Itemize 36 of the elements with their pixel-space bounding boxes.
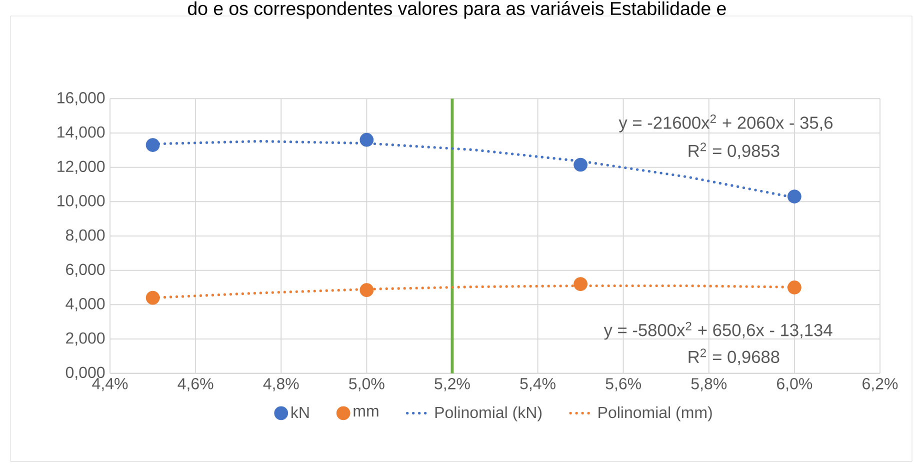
x-tick-label: 6,0% xyxy=(777,378,812,392)
point xyxy=(146,290,160,305)
x-tick-label: 5,8% xyxy=(691,378,727,392)
y-tick-label: 8,000 xyxy=(66,229,105,243)
x-tick-label: 5,6% xyxy=(606,378,641,392)
x-tick-label: 6,2% xyxy=(862,378,898,392)
legend-label: Polinomial (kN) xyxy=(435,406,542,422)
y-tick-label: 2,000 xyxy=(66,332,105,346)
annotation: y = -5800x$^{2}$ + 650,6x - 13,134 xyxy=(604,322,832,340)
y-tick-label: 16,000 xyxy=(58,92,105,106)
x-tick-label: 5,2% xyxy=(434,378,470,392)
y-tick-label: 14,000 xyxy=(58,126,105,140)
point xyxy=(788,280,802,294)
legend-label: Polinomial (mm) xyxy=(598,406,712,422)
y-tick-label: 4,000 xyxy=(66,298,105,312)
point xyxy=(788,190,802,204)
x-tick-label: 4,4% xyxy=(92,378,128,392)
point xyxy=(360,132,374,147)
y-tick-label: 6,000 xyxy=(66,264,105,277)
x-tick-label: 5,4% xyxy=(520,378,556,392)
y-tick-label: 12,000 xyxy=(58,160,105,174)
legend-label: kN xyxy=(292,406,309,418)
annotation: R$^{2}$ = 0,9688 xyxy=(688,348,780,366)
chart-title: do e os correspondentes valores para as variáveis Estabilidade e xyxy=(188,1,726,19)
x-tick-label: 4,8% xyxy=(263,378,299,392)
point xyxy=(574,158,588,172)
annotation: y = -21600x$^{2}$ + 2060x - 35,6 xyxy=(618,114,833,132)
legend-label: mm xyxy=(354,408,378,416)
point xyxy=(146,138,160,152)
x-tick-label: 5,0% xyxy=(349,378,384,392)
annotation: R$^{2}$ = 0,9853 xyxy=(688,142,780,160)
x-tick-label: 4,6% xyxy=(178,378,214,392)
point xyxy=(360,283,374,297)
y-tick-label: 10,000 xyxy=(58,195,105,208)
y-tick-label: 0,000 xyxy=(66,366,105,380)
point xyxy=(574,277,588,291)
